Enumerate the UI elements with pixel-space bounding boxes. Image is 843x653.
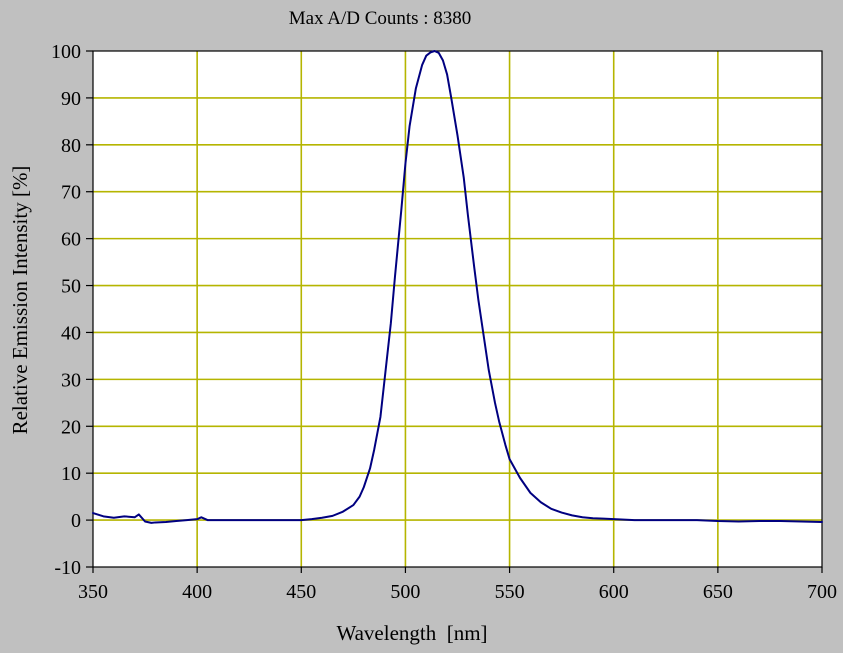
x-tick-label-700: 700 [807, 581, 837, 603]
x-tick-label-650: 650 [703, 581, 733, 603]
x-tick-label-600: 600 [599, 581, 629, 603]
x-axis-title: Wavelength [nm] [336, 621, 487, 645]
x-tick-label-350: 350 [78, 581, 108, 603]
y-tick-label-30: 30 [61, 369, 81, 391]
y-tick-label-70: 70 [61, 182, 81, 204]
y-tick-label-90: 90 [61, 88, 81, 110]
plot-frame [92, 50, 823, 568]
series-layer [92, 50, 823, 524]
series-line-0 [92, 50, 823, 524]
y-tick-label--10: -10 [54, 557, 81, 579]
y-tick-label-20: 20 [61, 416, 81, 438]
x-tick-label-450: 450 [286, 581, 316, 603]
tick-labels: 350 400 450 500 550 600 650 700 -10 0 10 20 30 40 50 60… [51, 41, 837, 603]
x-tick-label-400: 400 [182, 581, 212, 603]
y-tick-label-40: 40 [61, 322, 81, 344]
x-tick-label-550: 550 [495, 581, 525, 603]
y-tick-label-10: 10 [61, 463, 81, 485]
y-tick-label-100: 100 [51, 41, 81, 63]
y-axis-title: Relative Emission Intensity [%] [8, 166, 32, 435]
y-tick-label-0: 0 [71, 510, 81, 532]
y-tick-label-80: 80 [61, 135, 81, 157]
y-tick-label-50: 50 [61, 276, 81, 298]
axes [92, 50, 823, 568]
y-tick-label-60: 60 [61, 229, 81, 251]
x-tick-label-500: 500 [390, 581, 420, 603]
tick-marks [86, 50, 823, 573]
plot-area [93, 51, 822, 567]
chart-title: Max A/D Counts : 8380 [289, 8, 472, 29]
grid-lines [93, 51, 822, 567]
